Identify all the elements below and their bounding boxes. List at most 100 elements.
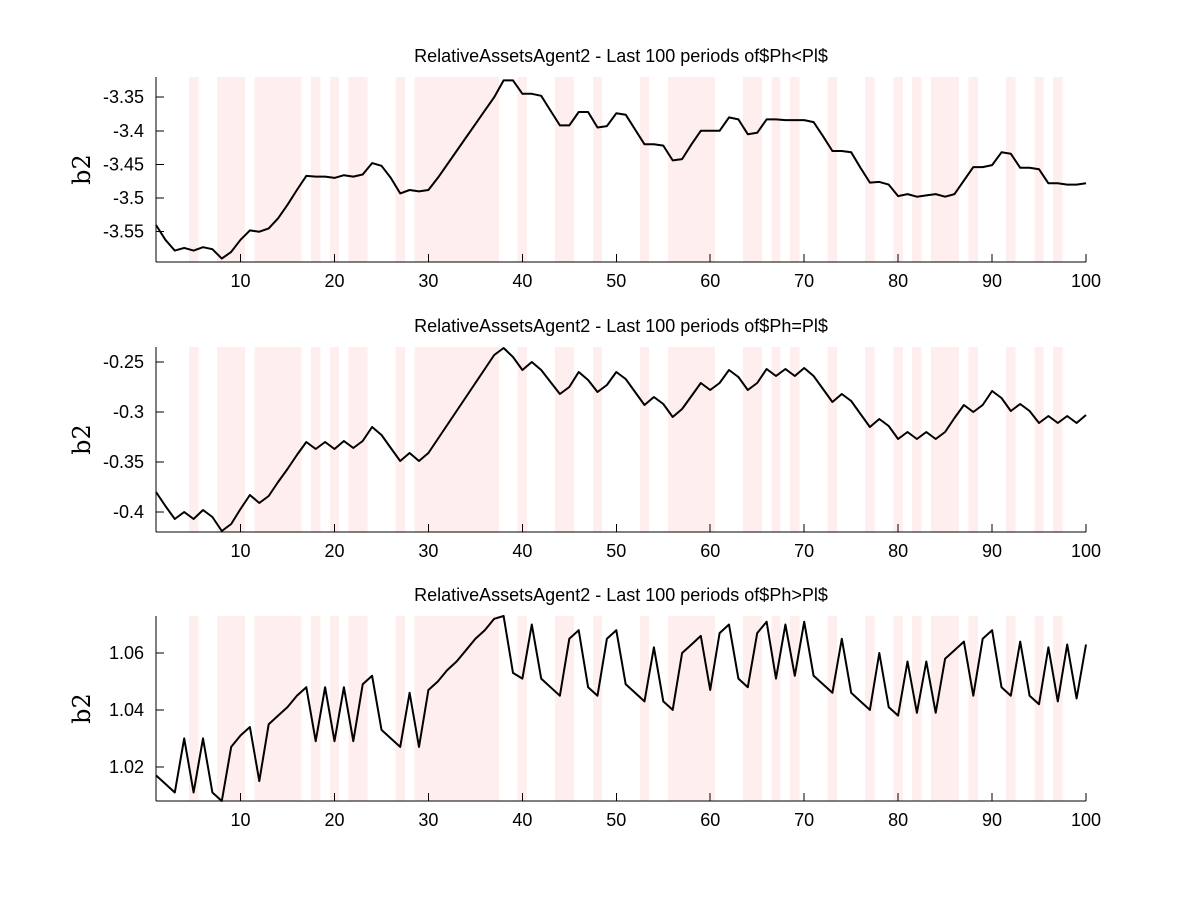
shaded-period [564,616,574,801]
shaded-period [940,347,950,532]
shaded-period [639,616,650,801]
chart-title: RelativeAssetsAgent2 - Last 100 periods … [414,46,828,66]
shaded-period [264,616,274,801]
shaded-period [235,77,246,262]
shaded-period [442,347,452,532]
x-tick-label: 10 [231,810,251,830]
shaded-period [358,77,368,262]
shaded-period [705,347,715,532]
shaded-period [451,616,462,801]
shaded-period [752,616,762,801]
y-tick-label: -0.4 [113,502,144,522]
shaded-period [696,616,706,801]
shaded-period [292,77,302,262]
shaded-period [752,347,762,532]
shaded-period [217,616,227,801]
shaded-period [1006,77,1016,262]
shaded-period [273,347,283,532]
subplot-3: 10 20 30 40 50 60 70 80 90 100 1.02 1.04 1.06 Relativ… [68,585,1101,830]
y-tick-label: -3.45 [103,154,144,174]
shaded-period [940,616,950,801]
y-tick-label: -0.25 [103,352,144,372]
shaded-period [931,77,941,262]
shaded-period [480,77,490,262]
series-line-1 [155,615,1087,802]
shaded-period [686,347,697,532]
shaded-period [423,347,434,532]
shaded-period [423,616,434,801]
shaded-period [451,77,462,262]
shaded-period [254,616,264,801]
shaded-period [226,77,236,262]
x-tick-label: 30 [418,271,438,291]
chart-title: RelativeAssetsAgent2 - Last 100 periods … [414,585,828,605]
shaded-period [451,347,462,532]
shaded-period [1006,616,1016,801]
shaded-period [949,616,960,801]
shaded-period [226,616,236,801]
shaded-period [461,616,471,801]
shaded-period [771,616,781,801]
shaded-period [358,616,368,801]
shaded-period [470,77,481,262]
shaded-period [639,347,650,532]
shaded-period [555,616,565,801]
shaded-period [395,347,405,532]
shaded-period [592,616,603,801]
y-axis-label: b2 [68,693,96,724]
shaded-period [395,616,405,801]
shaded-period [311,347,321,532]
shaded-period [677,347,687,532]
shaded-period [433,616,443,801]
shaded-period [480,347,490,532]
x-tick-label: 80 [888,810,908,830]
shaded-period [592,347,603,532]
shaded-period [292,347,302,532]
x-tick-label: 80 [888,271,908,291]
shaded-period [949,77,960,262]
shaded-period [771,77,781,262]
shaded-period [752,77,762,262]
shaded-period [893,616,903,801]
series-line-1 [155,347,1087,532]
shaded-period [273,77,283,262]
x-tick-label: 40 [512,541,532,561]
shaded-period [1053,77,1063,262]
shaded-period [1034,616,1044,801]
x-tick-label: 50 [606,810,626,830]
shaded-period [865,347,875,532]
shaded-period [470,616,481,801]
shaded-period [940,77,950,262]
shaded-period [329,347,340,532]
shaded-period [1053,616,1063,801]
shaded-period [273,616,283,801]
y-tick-label: -3.5 [113,188,144,208]
shaded-period [235,616,246,801]
shaded-period [790,77,800,262]
shaded-period [517,77,528,262]
x-tick-label: 70 [794,810,814,830]
series-line-1 [155,79,1087,260]
y-tick-label: -0.35 [103,452,144,472]
shaded-period [668,77,678,262]
chart-title: RelativeAssetsAgent2 - Last 100 periods … [414,316,828,336]
shaded-period [592,77,603,262]
shaded-period [1034,347,1044,532]
x-tick-label: 60 [700,810,720,830]
shaded-period [686,616,697,801]
shaded-period [423,77,434,262]
x-tick-label: 50 [606,541,626,561]
x-tick-label: 20 [324,541,344,561]
shaded-period [639,77,650,262]
x-tick-label: 50 [606,271,626,291]
shaded-period [217,77,227,262]
shaded-period [188,77,199,262]
x-tick-label: 70 [794,271,814,291]
shaded-period [226,347,236,532]
shaded-period [348,77,358,262]
shaded-period [489,77,499,262]
shaded-period [743,77,753,262]
shaded-period [329,77,340,262]
x-tick-label: 60 [700,271,720,291]
x-tick-label: 40 [512,810,532,830]
